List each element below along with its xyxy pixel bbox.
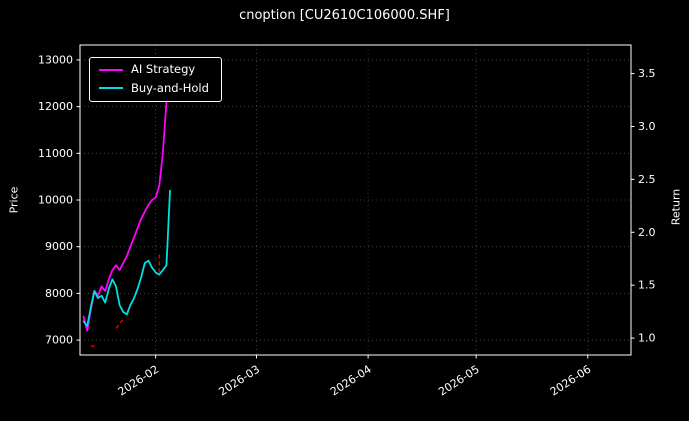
series-line-0 — [82, 63, 171, 332]
x-tick-label: 2026-06 — [548, 363, 594, 399]
legend-label-ai-strategy: AI Strategy — [131, 62, 196, 76]
y-axis-label-price: Price — [7, 186, 21, 214]
y-tick-label-right: 1.0 — [638, 332, 656, 345]
y-tick-label-right: 1.5 — [638, 279, 656, 292]
y-tick-label-right: 2.0 — [638, 226, 656, 239]
y-tick-label-left: 12000 — [38, 100, 73, 113]
x-tick-label: 2026-05 — [436, 363, 482, 399]
y-axis-label-return: Return — [669, 188, 683, 226]
x-tick-label: 2026-02 — [116, 363, 162, 399]
legend-line-buy-and-hold — [99, 87, 123, 90]
y-tick-label-left: 9000 — [45, 240, 73, 253]
x-tick-label: 2026-04 — [328, 363, 374, 399]
y-tick-label-left: 10000 — [38, 194, 73, 207]
y-tick-label-right: 3.0 — [638, 120, 656, 133]
legend-item-ai-strategy: AI Strategy — [99, 62, 209, 76]
y-tick-label-right: 3.5 — [638, 67, 656, 80]
y-tick-label-left: 8000 — [45, 287, 73, 300]
x-tick-label: 2026-03 — [216, 363, 262, 399]
legend-line-ai-strategy — [99, 68, 123, 71]
legend-label-buy-and-hold: Buy-and-Hold — [131, 80, 209, 95]
signal-mark — [115, 318, 124, 329]
legend: AI Strategy Buy-and-Hold — [89, 57, 222, 102]
y-tick-label-left: 13000 — [38, 53, 73, 66]
y-tick-label-right: 2.5 — [638, 173, 656, 186]
series-line-1 — [82, 189, 171, 327]
legend-item-buy-and-hold: Buy-and-Hold — [99, 80, 209, 95]
y-tick-label-left: 11000 — [38, 147, 73, 160]
y-tick-label-left: 7000 — [45, 334, 73, 347]
chart-title: cnoption [CU2610C106000.SHF] — [239, 8, 450, 23]
